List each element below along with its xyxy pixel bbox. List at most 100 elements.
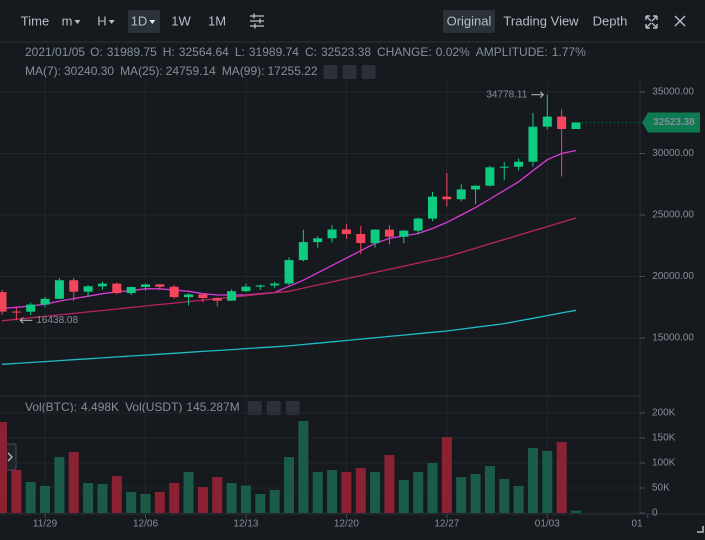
x-tick-label: 01 [631,519,643,530]
volume-bar [527,448,538,513]
volume-bar [384,455,395,513]
volume-bar [571,510,581,513]
last-price-tag [642,112,700,133]
amplitude-value: 1.77% [552,45,586,59]
candle-body [227,291,237,301]
candle-body [184,294,194,298]
indicator-icon[interactable] [285,401,300,415]
candle-body [356,234,366,244]
settings-icon[interactable] [250,13,264,29]
candle-body [413,218,423,231]
interval-button[interactable]: H [97,13,106,28]
x-tick-label: 11/29 [33,519,58,530]
y-tick-label: 0 [652,508,658,519]
volume-bar [470,474,481,513]
change-value: 0.02% [436,45,470,59]
candle-body [83,286,93,292]
volume-bar [513,486,524,513]
ma-value: 24759.14 [166,64,216,78]
vol-usdt-value: 145.287M [186,400,239,414]
low-annotation: 16438.08 [36,315,78,326]
candle-body [40,298,50,305]
interval-button[interactable]: 1D [131,13,148,28]
volume-bar [68,452,79,513]
y-tick-label: 20000.00 [652,271,694,282]
candle-body [384,229,394,237]
indicator-icon[interactable] [266,401,281,415]
last-price-label: 32523.38 [653,117,695,128]
candle-body [557,116,567,130]
ma-label: MA(7): [25,64,61,78]
y-tick-label: 150K [652,433,676,444]
dropdown-caret [149,20,156,24]
close-icon[interactable] [674,15,686,27]
candle-body [26,304,36,312]
interval-button[interactable]: 1M [208,13,226,28]
ma-value: 30240.30 [64,64,114,78]
candle-body [126,286,136,294]
volume-bar [40,486,51,513]
ma-label: MA(25): [120,64,163,78]
high-value: 32564.64 [179,45,229,59]
candle-body [528,126,538,162]
candle-body [456,189,466,200]
view-button[interactable]: Original [447,13,492,28]
volume-bar [0,422,7,513]
fullscreen-icon[interactable] [645,15,658,29]
candle-body [270,283,280,286]
candle-body [198,294,208,298]
annotation-arrowhead [539,91,545,99]
y-tick-label: 200K [652,408,676,419]
ma-line [1,309,577,365]
volume-bar [269,490,280,513]
candle-body [327,229,337,239]
x-tick-label: 01/03 [535,519,560,530]
indicator-icon[interactable] [342,65,357,79]
annotation-arrowhead [19,316,24,324]
y-tick-label: 50K [652,483,670,494]
candle-body [542,116,552,127]
high-annotation: 34778.11 [486,89,527,100]
close-label: C: [305,45,317,59]
x-tick-label: 12/20 [334,519,359,530]
plot-area [0,82,640,513]
dropdown-caret [74,20,81,24]
indicator-icon[interactable] [247,401,262,415]
vol-usdt-label: Vol(USDT) [125,400,182,414]
active-interval-bg [128,10,160,33]
volume-bar [327,470,338,513]
candle-body [399,230,409,237]
volume-bar [83,483,94,513]
volume-bar [456,477,467,513]
interval-button[interactable]: 1W [171,13,191,28]
candle-body [471,185,481,190]
indicator-icon[interactable] [361,65,376,79]
view-button[interactable]: Depth [593,13,628,28]
candle-body [112,283,122,294]
indicator-icon[interactable] [323,65,338,79]
volume-bar [169,483,180,513]
interval-button[interactable]: Time [21,13,49,28]
interval-button[interactable]: m [62,13,73,28]
y-tick-label: 100K [652,458,676,469]
volume-bar [398,480,409,513]
volume-bar [54,457,65,513]
candle-body [11,311,21,313]
candle-body [341,229,351,235]
volume-bar [341,472,352,513]
volume-bar [226,483,237,513]
view-button[interactable]: Trading View [503,13,579,28]
amplitude-label: AMPLITUDE: [476,45,548,59]
candle-body [428,196,437,219]
y-tick-label: 25000.00 [652,210,694,221]
candle-body [97,283,107,287]
volume-bar [312,472,323,513]
open-value: 31989.75 [107,45,157,59]
candle-body [313,238,323,243]
low-label: L: [235,45,245,59]
volume-bar [25,482,36,513]
candle-body [241,286,251,292]
open-label: O: [90,45,103,59]
candle-body [155,284,165,287]
volume-bar [111,476,122,513]
